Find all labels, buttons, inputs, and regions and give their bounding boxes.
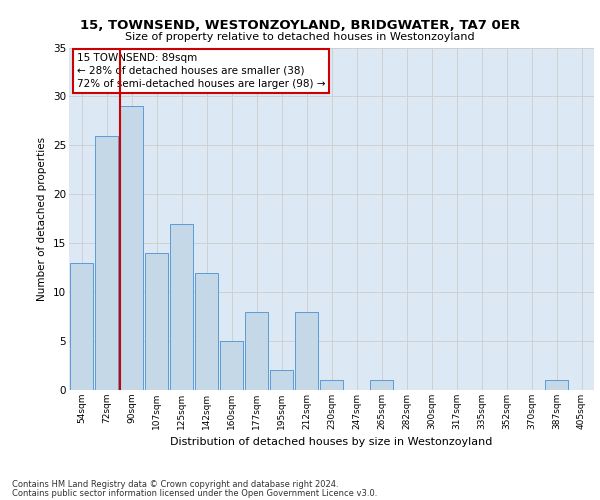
Text: Contains HM Land Registry data © Crown copyright and database right 2024.: Contains HM Land Registry data © Crown c… bbox=[12, 480, 338, 489]
Bar bbox=[295, 312, 318, 390]
Bar bbox=[320, 380, 343, 390]
Bar bbox=[95, 136, 118, 390]
Bar bbox=[195, 272, 218, 390]
Text: 15 TOWNSEND: 89sqm
← 28% of detached houses are smaller (38)
72% of semi-detache: 15 TOWNSEND: 89sqm ← 28% of detached hou… bbox=[77, 52, 325, 89]
Bar bbox=[245, 312, 268, 390]
Bar bbox=[145, 253, 168, 390]
X-axis label: Distribution of detached houses by size in Westonzoyland: Distribution of detached houses by size … bbox=[170, 438, 493, 448]
Bar bbox=[545, 380, 568, 390]
Bar bbox=[270, 370, 293, 390]
Text: Size of property relative to detached houses in Westonzoyland: Size of property relative to detached ho… bbox=[125, 32, 475, 42]
Bar bbox=[170, 224, 193, 390]
Y-axis label: Number of detached properties: Number of detached properties bbox=[37, 136, 47, 301]
Text: 15, TOWNSEND, WESTONZOYLAND, BRIDGWATER, TA7 0ER: 15, TOWNSEND, WESTONZOYLAND, BRIDGWATER,… bbox=[80, 19, 520, 32]
Text: Contains public sector information licensed under the Open Government Licence v3: Contains public sector information licen… bbox=[12, 488, 377, 498]
Bar bbox=[220, 341, 243, 390]
Bar bbox=[120, 106, 143, 390]
Bar bbox=[370, 380, 393, 390]
Bar bbox=[70, 263, 93, 390]
